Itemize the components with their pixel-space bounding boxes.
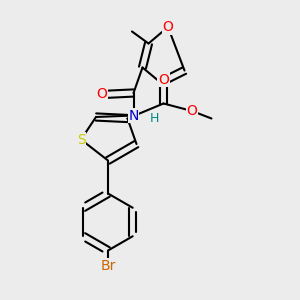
Text: H: H: [150, 112, 159, 125]
Text: O: O: [163, 20, 173, 34]
Text: S: S: [76, 133, 85, 146]
Text: O: O: [97, 88, 107, 101]
Text: O: O: [187, 104, 197, 118]
Text: N: N: [128, 109, 139, 122]
Text: O: O: [158, 73, 169, 86]
Text: Br: Br: [100, 259, 116, 272]
